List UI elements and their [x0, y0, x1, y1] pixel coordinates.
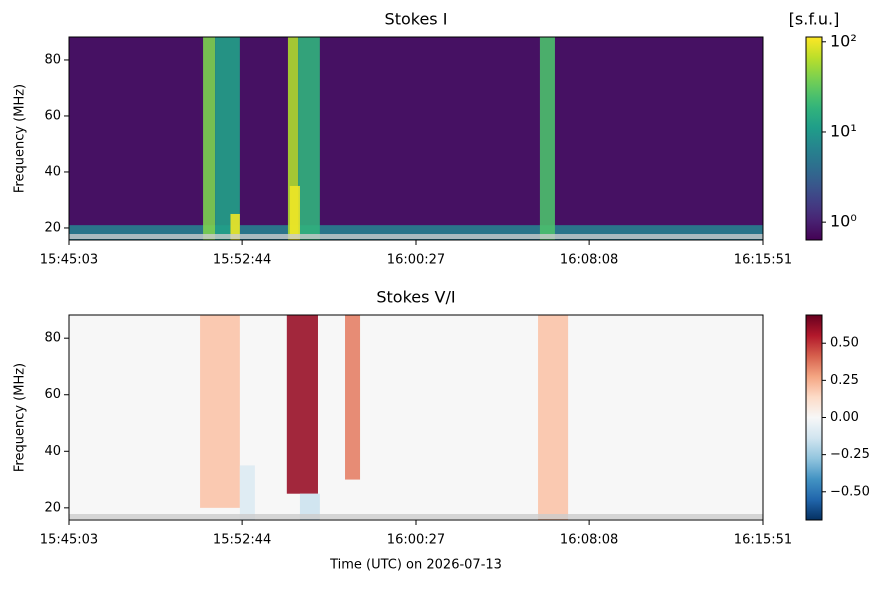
burst [298, 37, 320, 240]
y-tick-label: 20 [44, 500, 61, 515]
burst [299, 493, 320, 520]
y-tick-label: 40 [44, 164, 61, 179]
x-tick-label: 15:52:44 [213, 253, 271, 268]
x-tick-label: 16:00:27 [387, 253, 445, 268]
colorbar-tick-label: 0.00 [830, 410, 859, 425]
y-tick-label: 60 [44, 108, 61, 123]
y-axis-label: Frequency (MHz) [13, 84, 28, 193]
x-tick-label: 16:08:08 [560, 253, 618, 268]
baseline-band [69, 514, 763, 519]
colorbar-tick-label: 10¹ [830, 121, 857, 140]
x-tick-label: 15:52:44 [213, 533, 271, 548]
colorbar [805, 36, 823, 241]
y-tick-label: 20 [44, 220, 61, 235]
colorbar-tick-label: 0.50 [830, 336, 859, 351]
x-axis-label: Time (UTC) on 2026-07-13 [329, 558, 502, 573]
colorbar-tick-label: 0.25 [830, 373, 859, 388]
y-tick-label: 80 [44, 331, 61, 346]
burst [239, 465, 255, 520]
y-tick-label: 40 [44, 444, 61, 459]
background [69, 37, 763, 240]
burst [538, 315, 569, 520]
burst [230, 213, 240, 240]
colorbar [805, 314, 823, 521]
baseline-band [69, 234, 763, 239]
panel-title: Stokes I [385, 10, 448, 29]
burst [539, 37, 555, 240]
y-tick-label: 60 [44, 387, 61, 402]
x-tick-label: 16:15:51 [734, 253, 792, 268]
burst [345, 315, 361, 480]
burst [200, 315, 240, 508]
burst [289, 185, 300, 240]
x-tick-label: 15:45:03 [40, 253, 98, 268]
colorbar-tick-label: 10⁰ [830, 212, 857, 231]
x-tick-label: 16:08:08 [560, 533, 618, 548]
burst [215, 37, 240, 240]
y-axis-label: Frequency (MHz) [13, 363, 28, 472]
x-tick-label: 16:15:51 [734, 533, 792, 548]
colorbar-tick-label: −0.50 [830, 484, 870, 499]
burst [286, 315, 318, 494]
colorbar-label: [s.f.u.] [789, 10, 840, 29]
burst [287, 37, 299, 240]
x-tick-label: 16:00:27 [387, 533, 445, 548]
background [69, 315, 763, 520]
colorbar-tick-label: 10² [830, 31, 857, 50]
y-tick-label: 80 [44, 52, 61, 67]
x-tick-label: 15:45:03 [40, 533, 98, 548]
burst [203, 37, 216, 240]
colorbar-tick-label: −0.25 [830, 447, 870, 462]
panel-title: Stokes V/I [376, 288, 455, 307]
